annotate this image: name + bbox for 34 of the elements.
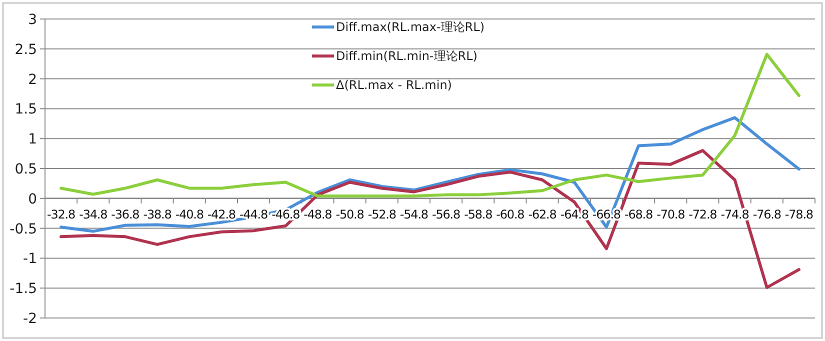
x-tick-label: -52.8 xyxy=(368,207,396,222)
x-tick-label: -36.8 xyxy=(111,207,140,222)
y-tick-label: 2 xyxy=(28,72,37,88)
x-tick-label: -54.8 xyxy=(400,207,428,222)
y-tick-label: 0 xyxy=(28,191,37,208)
y-tick-label: -2 xyxy=(23,311,37,327)
line-series xyxy=(60,52,800,198)
x-tick-label: -72.8 xyxy=(688,207,717,222)
x-tick-label: -76.8 xyxy=(752,207,781,222)
y-tick-label: 2.5 xyxy=(14,42,37,58)
x-tick-label: -56.8 xyxy=(432,207,460,222)
x-tick-label: -34.8 xyxy=(79,207,108,222)
x-tick-label: -58.8 xyxy=(464,207,492,222)
x-tick-label: -70.8 xyxy=(656,207,685,222)
x-tick-label: -60.8 xyxy=(496,207,524,222)
y-tick-label: -1.5 xyxy=(10,281,37,298)
y-tick-label: 1.5 xyxy=(14,102,37,118)
x-tick-label: -48.8 xyxy=(304,207,332,222)
legend-label: Diff.max(RL.max-理论RL) xyxy=(336,20,484,34)
x-tick-label: -68.8 xyxy=(624,207,653,222)
legend-label: Diff.min(RL.min-理论RL) xyxy=(336,49,478,63)
x-tick-label: -32.8 xyxy=(47,207,76,222)
y-tick-label: -1 xyxy=(23,251,37,268)
y-tick-label: -0.5 xyxy=(10,221,37,238)
x-tick-label: -78.8 xyxy=(784,207,813,222)
x-tick-label: -62.8 xyxy=(528,207,556,222)
x-tick-label: -38.8 xyxy=(143,207,172,222)
y-tick-label: 1 xyxy=(28,132,37,148)
x-tick-label: -50.8 xyxy=(336,207,364,222)
legend-label: Δ(RL.max - RL.min) xyxy=(336,78,452,92)
y-tick-label: 0.5 xyxy=(14,162,37,178)
y-tick-label: 3 xyxy=(28,12,37,28)
x-tick-label: -42.8 xyxy=(207,207,236,222)
x-tick-label: -40.8 xyxy=(175,207,204,222)
